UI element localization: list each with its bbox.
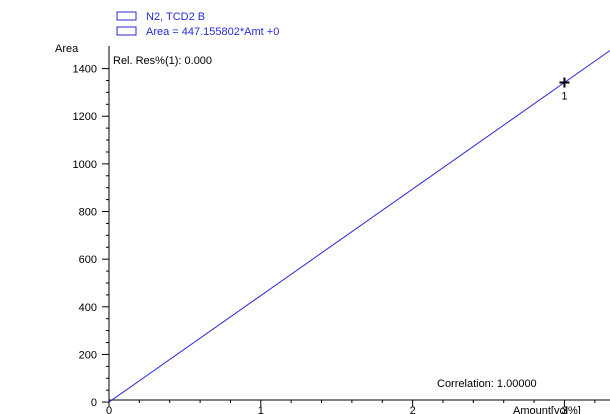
calibration-fit-line [108,50,610,403]
x-ticks: 0 1 2 3 [106,400,596,414]
y-ticks: 0 200 400 600 800 1000 1200 1400 [73,64,109,409]
x-tick-label: 0 [106,405,112,414]
y-tick-label: 800 [79,207,97,219]
legend-entry-2: Area = 447.155802*Amt +0 [146,26,279,38]
y-tick-label: 1200 [73,111,97,123]
x-axis-label: Amount[vol%] [513,405,581,414]
y-tick-label: 0 [91,397,97,409]
y-tick-label: 400 [79,302,97,314]
y-tick-label: 200 [79,349,97,361]
legend: N2, TCD2 B Area = 447.155802*Amt +0 [116,11,279,38]
y-tick-label: 600 [79,254,97,266]
x-tick-label: 1 [258,405,264,414]
legend-swatch-2 [116,26,137,36]
y-axis-label: Area [55,43,79,55]
x-tick-label: 3 [561,405,567,414]
data-point-label: 1 [561,91,567,103]
y-tick-label: 1400 [73,64,97,76]
rel-res-annotation: Rel. Res%(1): 0.000 [113,55,212,67]
legend-swatch-1 [116,11,137,21]
x-tick-label: 2 [410,405,416,414]
data-points: 1 [559,77,570,103]
correlation-annotation: Correlation: 1.00000 [437,378,537,390]
legend-entry-1: N2, TCD2 B [146,11,205,23]
data-point: 1 [559,77,570,103]
y-tick-label: 1000 [73,159,97,171]
